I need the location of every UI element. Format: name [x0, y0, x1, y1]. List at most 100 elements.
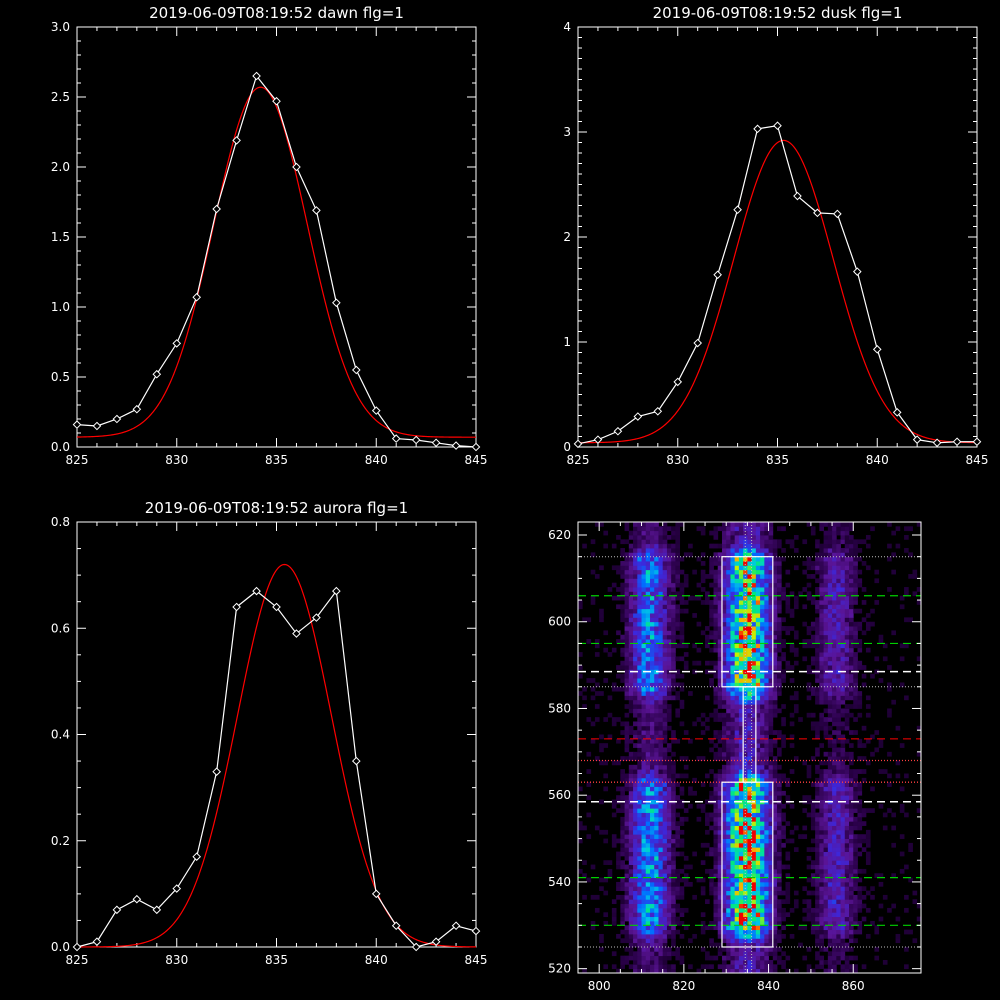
image-pixel — [645, 730, 651, 735]
image-pixel — [645, 933, 651, 939]
image-pixel — [844, 942, 850, 948]
image-pixel — [633, 574, 638, 579]
image-pixel — [823, 556, 829, 562]
image-pixel — [764, 682, 769, 688]
image-pixel — [840, 574, 846, 579]
image-pixel — [734, 565, 740, 571]
image-pixel — [836, 565, 841, 571]
image-pixel — [743, 634, 748, 640]
image-pixel — [611, 717, 617, 722]
image-pixel — [633, 860, 638, 865]
image-pixel — [645, 678, 651, 683]
image-pixel — [662, 634, 668, 640]
image-pixel — [624, 725, 630, 731]
image-pixel — [874, 730, 880, 735]
image-pixel — [764, 530, 769, 536]
image-pixel — [633, 751, 638, 757]
image-pixel — [637, 803, 642, 809]
image-pixel — [624, 916, 630, 922]
image-pixel — [755, 682, 761, 688]
image-pixel — [743, 842, 748, 848]
image-pixel — [671, 730, 676, 735]
image-pixel — [793, 548, 799, 553]
image-pixel — [721, 717, 727, 722]
image-pixel — [747, 886, 753, 892]
image-pixel — [620, 816, 625, 822]
image-pixel — [840, 608, 846, 614]
image-pixel — [819, 621, 824, 627]
image-pixel — [679, 673, 685, 679]
image-pixel — [671, 769, 676, 774]
image-pixel — [760, 907, 765, 913]
image-pixel — [620, 864, 625, 870]
image-pixel — [645, 535, 651, 540]
image-pixel — [861, 964, 867, 970]
image-pixel — [815, 951, 820, 957]
image-pixel — [895, 543, 901, 549]
image-pixel — [832, 825, 837, 831]
image-pixel — [713, 873, 719, 878]
image-pixel — [815, 925, 820, 931]
image-pixel — [734, 539, 740, 545]
image-pixel — [815, 803, 820, 809]
image-pixel — [747, 591, 753, 597]
image-pixel — [637, 704, 642, 709]
image-pixel — [849, 539, 854, 545]
image-pixel — [713, 860, 719, 865]
image-pixel — [734, 699, 740, 705]
image-pixel — [815, 639, 820, 644]
image-pixel — [827, 569, 833, 575]
image-pixel — [649, 886, 655, 892]
image-pixel — [654, 552, 659, 558]
image-pixel — [768, 938, 774, 944]
image-pixel — [721, 691, 727, 696]
image-pixel — [751, 630, 757, 636]
image-pixel — [844, 535, 850, 540]
image-pixel — [815, 660, 820, 666]
image-pixel — [628, 673, 634, 679]
image-pixel — [645, 734, 651, 740]
image-pixel — [827, 907, 833, 913]
image-pixel — [764, 561, 769, 566]
image-pixel — [649, 907, 655, 913]
image-pixel — [645, 929, 651, 935]
image-pixel — [649, 868, 655, 874]
image-pixel — [645, 595, 651, 601]
image-pixel — [743, 951, 748, 957]
image-pixel — [620, 552, 625, 558]
data-point — [351, 365, 361, 375]
image-pixel — [819, 691, 824, 696]
image-pixel — [827, 773, 833, 779]
image-pixel — [666, 933, 672, 939]
image-pixel — [832, 717, 837, 722]
image-pixel — [633, 968, 638, 974]
image-pixel — [755, 643, 761, 649]
image-pixel — [853, 678, 858, 683]
image-pixel — [836, 699, 841, 705]
image-pixel — [738, 877, 744, 883]
image-pixel — [844, 639, 850, 644]
image-pixel — [836, 812, 841, 818]
image-pixel — [772, 695, 778, 701]
image-pixel — [764, 907, 769, 913]
image-pixel — [709, 747, 714, 753]
image-pixel — [671, 912, 676, 918]
image-pixel — [649, 795, 655, 800]
image-pixel — [836, 942, 841, 948]
image-pixel — [743, 864, 748, 870]
image-pixel — [633, 522, 638, 527]
image-pixel — [637, 812, 642, 818]
image-pixel — [713, 617, 719, 623]
image-pixel — [819, 608, 824, 614]
image-pixel — [658, 587, 664, 592]
image-pixel — [840, 938, 846, 944]
image-pixel — [751, 561, 757, 566]
image-pixel — [827, 881, 833, 887]
image-pixel — [810, 686, 816, 692]
image-pixel — [849, 582, 854, 588]
image-pixel — [649, 877, 655, 883]
image-pixel — [844, 968, 850, 974]
image-pixel — [840, 548, 846, 553]
image-pixel — [844, 678, 850, 683]
image-pixel — [751, 899, 757, 905]
